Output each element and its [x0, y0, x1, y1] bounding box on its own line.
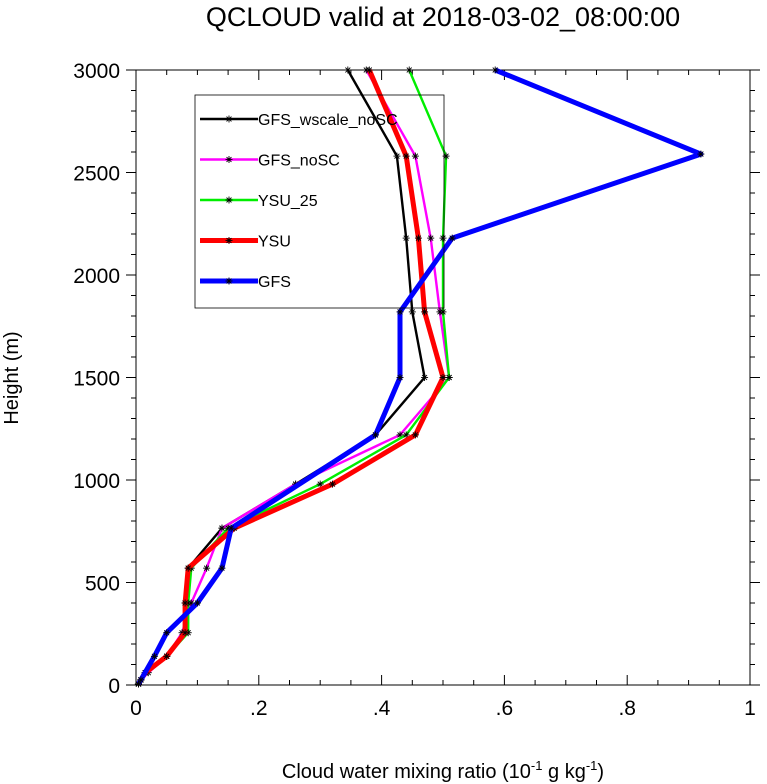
gfs-nosc-marker [411, 152, 419, 160]
x-tick-label: .8 [618, 697, 636, 720]
gfs-marker [137, 676, 145, 684]
ysu-marker [414, 234, 422, 242]
ysu-marker [328, 480, 336, 488]
gfs-wscale-nosc-marker [408, 308, 416, 316]
y-tick-label: 0 [108, 675, 120, 698]
ysu-marker [402, 152, 410, 160]
ysu-25-marker [316, 480, 324, 488]
gfs-marker [396, 374, 404, 381]
series-gfs [134, 66, 705, 688]
legend-item-gfs-nosc: GFS_noSC [200, 153, 340, 170]
legend-gfs-marker [225, 277, 233, 285]
x-tick-label: .6 [496, 697, 514, 720]
legend-ysu-marker [225, 237, 233, 244]
legend-item-ysu: YSU [200, 234, 291, 251]
legend-ysu-25-marker [225, 196, 233, 204]
gfs-marker [448, 234, 456, 242]
ysu-25-marker [439, 308, 447, 316]
gfs-marker [227, 524, 235, 532]
gfs-nosc-marker [218, 524, 226, 532]
x-tick-label: .4 [373, 697, 391, 720]
legend-label: YSU_25 [258, 193, 318, 210]
series-group [134, 66, 705, 688]
y-tick-label: 2500 [73, 163, 120, 186]
legend-label: GFS [258, 274, 291, 291]
gfs-nosc-marker [427, 234, 435, 242]
legend-items: GFS_wscale_noSC GFS_noSC YSU_25 YSU GFS [200, 112, 398, 291]
ysu-25-marker [439, 234, 447, 242]
ysu-marker [181, 629, 189, 637]
ysu-25-marker [405, 66, 413, 74]
legend-gfs-wscale-nosc-marker [225, 115, 233, 123]
gfs-marker [134, 680, 142, 688]
x-tick-label: 0 [130, 697, 142, 720]
x-tick-label: .2 [250, 697, 268, 720]
x-axis-label-exp1: -1 [531, 758, 543, 773]
y-tick-label: 1500 [73, 368, 120, 391]
gfs-marker [396, 308, 404, 316]
gfs-wscale-nosc-marker [393, 152, 401, 160]
x-axis-label-suffix: ) [597, 761, 604, 783]
legend: GFS_wscale_noSC GFS_noSC YSU_25 YSU GFS [194, 94, 445, 309]
legend-label: YSU [258, 234, 291, 251]
gfs-wscale-nosc-marker [344, 66, 352, 74]
series-line-gfs [136, 67, 704, 686]
legend-item-ysu-25: YSU_25 [200, 193, 318, 210]
gfs-marker [193, 599, 201, 607]
x-tick-label: 1 [744, 697, 756, 720]
gfs-wscale-nosc-marker [421, 374, 429, 381]
ysu-marker [411, 431, 419, 439]
chart-title: QCLOUD valid at 2018-03-02_08:00:00 [206, 2, 680, 32]
y-tick-label: 500 [85, 573, 120, 596]
ysu-marker [421, 308, 429, 316]
legend-item-gfs-wscale-nosc: GFS_wscale_noSC [200, 112, 398, 129]
legend-label: GFS_wscale_noSC [258, 112, 398, 129]
gfs-wscale-nosc-marker [402, 234, 410, 242]
axis-ticks: 0 .2 .4 .6 .8 1 0 500 1000 1500 2000 2500 3000 [73, 60, 760, 720]
y-axis-label: Height (m) [1, 331, 23, 424]
gfs-nosc-marker [203, 564, 211, 572]
y-tick-label: 2000 [73, 265, 120, 288]
ysu-marker [181, 599, 189, 607]
gfs-marker [491, 66, 499, 74]
gfs-marker [371, 431, 379, 439]
legend-box [194, 94, 445, 309]
x-axis-label-prefix: Cloud water mixing ratio (10 [282, 761, 531, 783]
x-axis-label: Cloud water mixing ratio (10-1 g kg-1) [282, 758, 604, 783]
ysu-marker [365, 66, 373, 74]
x-axis-label-exp2: -1 [586, 758, 598, 773]
ysu-marker [439, 374, 447, 381]
gfs-marker [218, 564, 226, 572]
legend-item-gfs: GFS [200, 274, 291, 291]
legend-label: GFS_noSC [258, 153, 340, 170]
ysu-marker [163, 652, 171, 660]
ysu-25-marker [445, 374, 453, 381]
y-tick-label: 3000 [73, 60, 120, 83]
gfs-marker [163, 629, 171, 637]
legend-gfs-nosc-marker [225, 156, 233, 163]
y-tick-label: 1000 [73, 470, 120, 493]
ysu-marker [184, 564, 192, 572]
x-axis-label-mid: g kg [542, 761, 585, 783]
gfs-marker [150, 652, 158, 660]
gfs-marker [697, 150, 705, 158]
